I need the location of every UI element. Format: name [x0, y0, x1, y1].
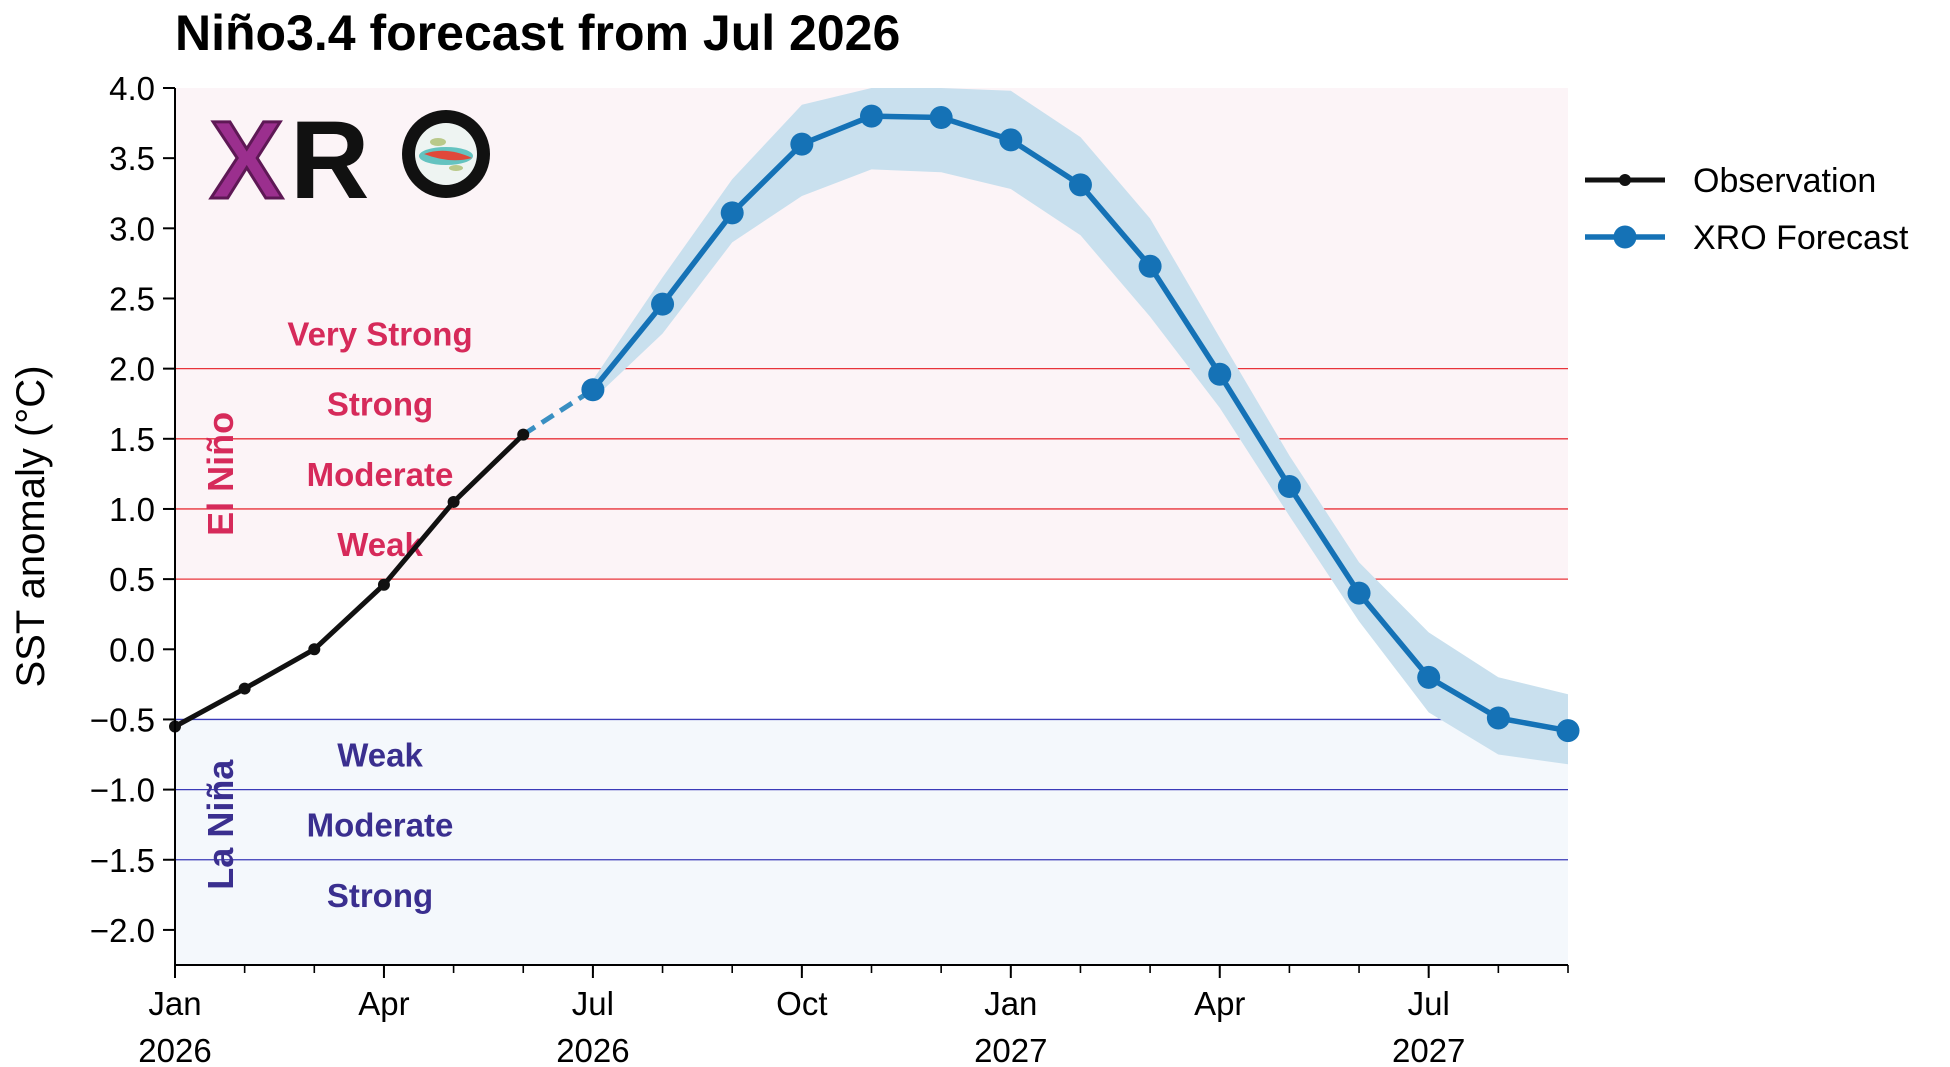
forecast-point [1138, 254, 1162, 278]
forecast-point [1417, 665, 1441, 689]
logo-letter-x: X [210, 99, 283, 222]
x-tick-label: Jan [148, 985, 201, 1022]
y-axis-label: SST anomaly (°C) [9, 365, 53, 687]
y-tick-label: 4.0 [109, 70, 155, 107]
legend-label: Observation [1693, 162, 1876, 200]
forecast-point [790, 132, 814, 156]
legend: Observation XRO Forecast [1585, 162, 1909, 257]
observation-point [517, 428, 530, 441]
y-tick-label: 2.5 [109, 280, 155, 317]
y-tick-label: 2.0 [109, 351, 155, 388]
forecast-point [1347, 581, 1371, 605]
xro-logo: X R [209, 98, 490, 224]
x-tick-label: Apr [358, 985, 409, 1022]
x-tick-label: Apr [1194, 985, 1245, 1022]
el-nino-category-label: Very Strong [287, 316, 472, 353]
logo-globe-icon [402, 110, 490, 198]
x-tick-year-label: 2027 [974, 1032, 1047, 1067]
forecast-point [720, 201, 744, 225]
y-tick-label: 1.0 [109, 491, 155, 528]
el-nino-category-label: Weak [337, 526, 423, 563]
el-nino-category-label: Strong [327, 386, 433, 423]
y-tick-label: −1.5 [90, 842, 155, 879]
observation-point [447, 495, 460, 508]
forecast-point [860, 104, 883, 128]
x-tick-label: Oct [776, 985, 827, 1022]
forecast-point [1208, 362, 1232, 386]
y-axis: −2.0 −1.5 −1.0 −0.5 0.0 0.5 1.0 1.5 2.0 2.5 3.0 3.5… [90, 70, 176, 965]
forecast-point [1068, 173, 1092, 197]
y-tick-label: 0.0 [109, 631, 155, 668]
forecast-point [651, 292, 675, 316]
forecast-point [1486, 706, 1510, 730]
legend-marker [1613, 225, 1637, 249]
observation-point [238, 682, 251, 695]
y-tick-label: −2.0 [90, 912, 155, 949]
x-tick-year-label: 2026 [556, 1032, 629, 1067]
y-tick-label: 3.0 [109, 210, 155, 247]
la-nina-shade [175, 719, 1568, 965]
forecast-point [1556, 719, 1580, 743]
forecast-bridge-line [521, 387, 595, 437]
la-nina-category-label: Weak [337, 737, 423, 774]
forecast-point [999, 128, 1023, 152]
x-axis: Jan 2026 Apr Jul 2026 Oct Jan 2027 Apr Jul 2027 [138, 964, 1569, 1067]
x-tick-year-label: 2027 [1392, 1032, 1465, 1067]
forecast-point [929, 105, 953, 129]
x-tick-year-label: 2026 [138, 1032, 211, 1067]
logo-letter-r: R [290, 99, 369, 222]
observation-point [308, 643, 321, 656]
el-nino-label: El Niño [200, 412, 241, 536]
category-labels: Very Strong Strong Moderate Weak Weak Moderat… [287, 316, 472, 914]
observation-points [169, 428, 530, 733]
forecast-points [581, 104, 1580, 743]
forecast-point [1277, 475, 1301, 499]
y-tick-label: −0.5 [90, 701, 155, 738]
observation-line [173, 432, 526, 729]
forecast-point [581, 378, 605, 402]
legend-label: XRO Forecast [1693, 219, 1909, 257]
la-nina-category-label: Moderate [307, 807, 454, 844]
el-nino-category-label: Moderate [307, 456, 454, 493]
y-tick-label: −1.0 [90, 772, 155, 809]
la-nina-category-label: Strong [327, 877, 433, 914]
forecast-uncertainty-band [592, 88, 1568, 765]
x-tick-label: Jul [1408, 985, 1450, 1022]
y-tick-label: 0.5 [109, 561, 155, 598]
observation-point [377, 578, 390, 591]
y-tick-label: 3.5 [109, 140, 155, 177]
la-nina-label: La Niña [200, 759, 241, 890]
x-tick-label: Jul [572, 985, 614, 1022]
legend-marker [1619, 174, 1631, 186]
chart-title: Niño3.4 forecast from Jul 2026 [175, 5, 900, 61]
x-tick-label: Jan [984, 985, 1037, 1022]
y-tick-label: 1.5 [109, 421, 155, 458]
